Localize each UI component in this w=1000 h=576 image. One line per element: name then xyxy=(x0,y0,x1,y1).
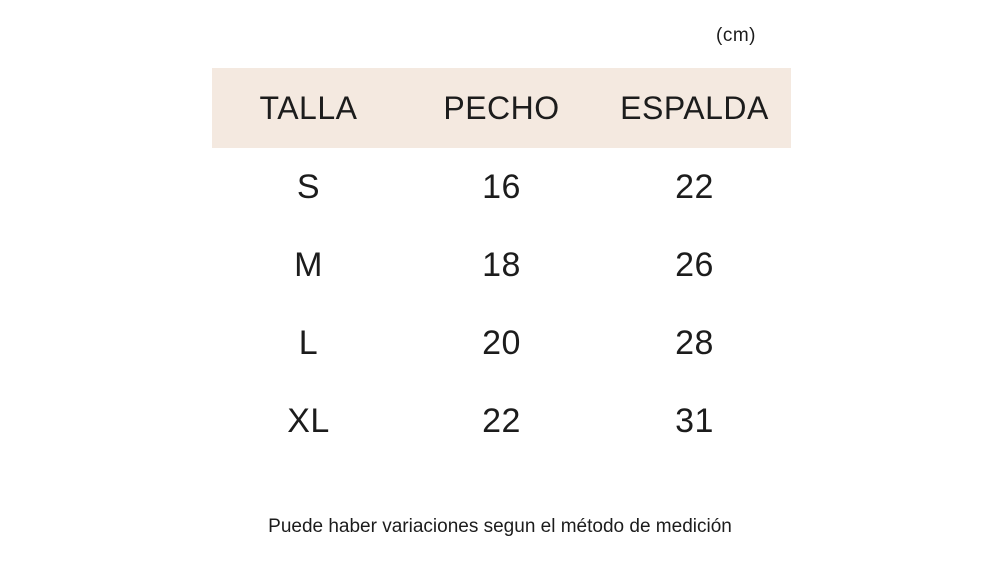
size-value: M xyxy=(294,245,323,284)
size-value: L xyxy=(298,323,319,362)
pecho-value: 22 xyxy=(482,401,521,440)
pecho-value: 18 xyxy=(482,245,521,284)
espalda-value: 26 xyxy=(675,245,714,284)
table-row-l: L 20 28 xyxy=(212,304,791,382)
column-header-pecho: PECHO xyxy=(443,89,560,126)
size-value: S xyxy=(296,167,321,206)
espalda-value: 31 xyxy=(675,401,714,440)
table-header-row: TALLA PECHO ESPALDA xyxy=(212,68,791,148)
column-header-talla: TALLA xyxy=(259,89,358,126)
table-row-xl: XL 22 31 xyxy=(212,382,791,460)
table-row-m: M 18 26 xyxy=(212,226,791,304)
column-header-espalda: ESPALDA xyxy=(620,89,769,126)
size-chart-table: TALLA PECHO ESPALDA S 16 22 M 18 26 L 20… xyxy=(212,68,791,460)
table-row-s: S 16 22 xyxy=(212,148,791,226)
pecho-value: 20 xyxy=(482,323,521,362)
size-value: XL xyxy=(287,401,330,440)
espalda-value: 28 xyxy=(675,323,714,362)
pecho-value: 16 xyxy=(482,167,521,206)
measurement-disclaimer: Puede haber variaciones segun el método … xyxy=(268,516,732,537)
espalda-value: 22 xyxy=(675,167,714,206)
unit-label: (cm) xyxy=(716,25,756,46)
